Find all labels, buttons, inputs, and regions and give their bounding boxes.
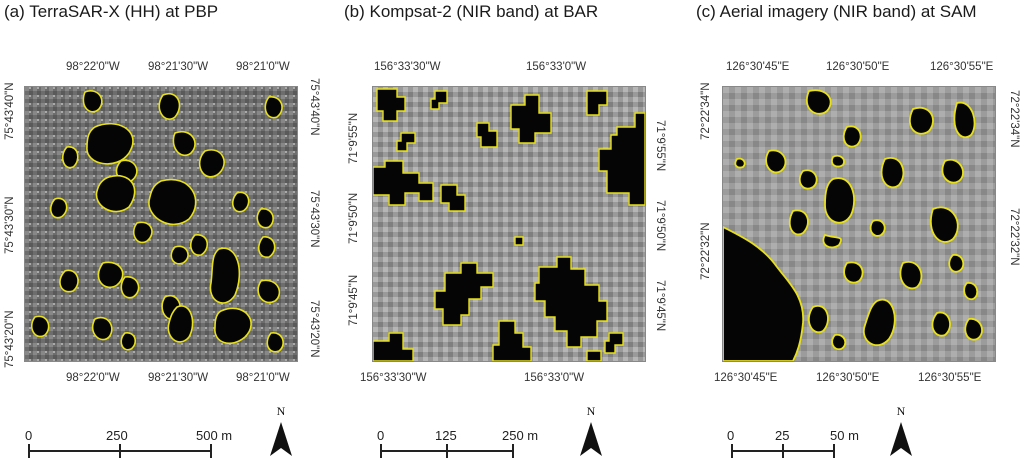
- panel-a-bottom-lon-3: 98°21'0"W: [236, 372, 290, 384]
- panel-a-top-lon-2: 98°21'30"W: [148, 61, 209, 73]
- panel-b-scale-end: 250 m: [502, 428, 539, 443]
- panel-a-left-lat-2: 75°43'30"N: [4, 196, 16, 254]
- panel-c-north-label: N: [896, 404, 906, 418]
- panel-c-scalebar: [731, 430, 835, 458]
- panel-b-left-lat-2: 71°9'50"N: [348, 192, 360, 244]
- panel-a-right-lat-1: 75°43'40"N: [308, 78, 320, 136]
- panel-c-scale-mid: 25: [775, 428, 790, 443]
- panel-a-right-lat-3: 75°43'20"N: [308, 300, 320, 358]
- panel-c-left-lat-1: 72°22'34"N: [700, 82, 712, 140]
- panel-a-map: [24, 86, 298, 362]
- panel-b-map: [372, 86, 646, 362]
- panel-a-bottom-lon-1: 98°22'0"W: [66, 372, 120, 384]
- panel-a-image: [25, 87, 297, 361]
- panel-b-scale-0: 0: [377, 428, 385, 443]
- panel-a-top-lon-3: 98°21'0"W: [236, 61, 290, 73]
- panel-b-scale-mid: 125: [435, 428, 457, 443]
- panel-b-north-arrow-icon: N: [576, 404, 606, 460]
- panel-a-scale-0: 0: [25, 428, 33, 443]
- panel-b-right-lat-1: 71°9'55"N: [654, 120, 666, 172]
- panel-c-left-lat-2: 72°22'32"N: [700, 222, 712, 280]
- panel-b-top-lon-2: 156°33'0"W: [526, 61, 587, 73]
- panel-a-title: (a) TerraSAR-X (HH) at PBP: [4, 2, 219, 21]
- panel-c-map: [722, 86, 996, 362]
- panel-a-left-lat-3: 75°43'20"N: [4, 310, 16, 368]
- panel-c-bottom-lon-2: 126°30'50"E: [816, 372, 880, 384]
- panel-a-north-label: N: [276, 404, 286, 418]
- panel-c-bottom-lon-3: 126°30'55"E: [918, 372, 982, 384]
- panel-c-scale-0: 0: [727, 428, 735, 443]
- panel-c-bottom-lon-1: 126°30'45"E: [714, 372, 778, 384]
- panel-b-bottom-lon-2: 156°33'0"W: [524, 372, 585, 384]
- panel-a-scalebar: [28, 430, 212, 458]
- panel-c-top-lon-2: 126°30'50"E: [826, 61, 890, 73]
- panel-a-scale-mid: 250: [106, 428, 128, 443]
- panel-b-scalebar: [380, 430, 514, 458]
- panel-b-image: [373, 87, 645, 361]
- panel-a-scale-end: 500 m: [196, 428, 233, 443]
- panel-b-north-label: N: [586, 404, 596, 418]
- panel-b-right-lat-3: 71°9'45"N: [654, 280, 666, 332]
- panel-b-bottom-lon-1: 156°33'30"W: [360, 372, 427, 384]
- panel-c-scale-end: 50 m: [830, 428, 859, 443]
- panel-c-top-lon-1: 126°30'45"E: [726, 61, 790, 73]
- panel-a-north-arrow-icon: N: [266, 404, 296, 460]
- panel-b-left-lat-1: 71°9'55"N: [348, 112, 360, 164]
- panel-c-right-lat-1: 72°22'34"N: [1008, 90, 1020, 148]
- panel-b-top-lon-1: 156°33'30"W: [374, 61, 441, 73]
- panel-a-right-lat-2: 75°43'30"N: [308, 190, 320, 248]
- panel-c-image: [723, 87, 995, 361]
- panel-a-top-lon-1: 98°22'0"W: [66, 61, 120, 73]
- panel-b-left-lat-3: 71°9'45"N: [348, 274, 360, 326]
- panel-a-bottom-lon-2: 98°21'30"W: [148, 372, 209, 384]
- panel-b-title: (b) Kompsat-2 (NIR band) at BAR: [344, 2, 599, 21]
- panel-b-right-lat-2: 71°9'50"N: [654, 200, 666, 252]
- panel-c-title: (c) Aerial imagery (NIR band) at SAM: [696, 2, 977, 21]
- panel-c-top-lon-3: 126°30'55"E: [930, 61, 994, 73]
- panel-a-left-lat-1: 75°43'40"N: [4, 82, 16, 140]
- panel-c-right-lat-2: 72°22'32"N: [1008, 208, 1020, 266]
- panel-c-north-arrow-icon: N: [886, 404, 916, 460]
